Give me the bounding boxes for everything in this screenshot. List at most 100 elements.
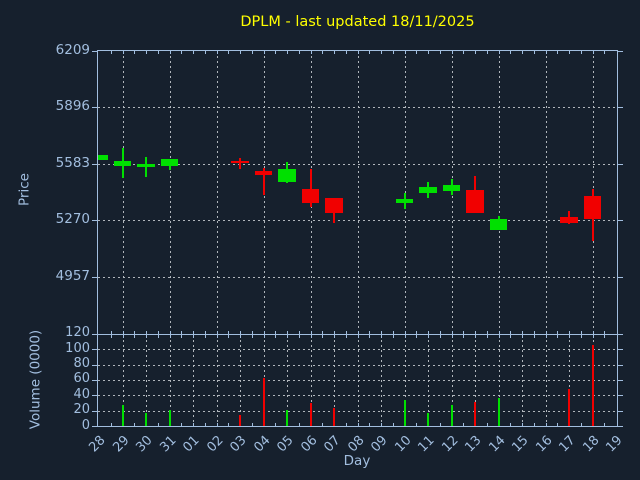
axis-tick — [545, 331, 547, 334]
volume-grid-line — [428, 335, 430, 426]
axis-tick — [157, 335, 159, 338]
axis-tick — [569, 331, 571, 334]
axis-tick — [381, 423, 383, 426]
axis-tick — [604, 331, 606, 334]
axis-tick — [618, 50, 623, 52]
axis-tick — [545, 423, 547, 426]
axis-tick — [510, 51, 512, 54]
axis-tick — [240, 331, 242, 334]
candle-day-04 — [254, 171, 273, 175]
axis-tick — [533, 423, 535, 426]
candle-day-10 — [395, 199, 414, 203]
price-grid-line — [122, 51, 124, 334]
axis-tick — [381, 331, 383, 334]
volume-grid-line — [98, 395, 617, 397]
price-grid-line — [98, 107, 617, 109]
axis-tick — [392, 335, 394, 338]
volume-tick-label: 60 — [73, 371, 90, 387]
axis-tick — [498, 335, 500, 338]
axis-tick — [169, 51, 171, 54]
candle-wick-day-30 — [145, 156, 148, 177]
candle-day-28 — [98, 154, 108, 160]
volume-bar-day-29 — [121, 405, 124, 426]
axis-tick — [618, 220, 623, 222]
volume-grid-line — [451, 335, 453, 426]
price-grid-line — [404, 51, 406, 334]
axis-tick — [404, 331, 406, 334]
axis-tick — [134, 331, 136, 334]
volume-tick-label: 20 — [73, 402, 90, 418]
volume-bar-day-13 — [474, 402, 477, 426]
axis-tick — [92, 50, 97, 52]
price-grid-line — [216, 51, 218, 334]
axis-tick — [580, 51, 582, 54]
axis-tick — [475, 331, 477, 334]
price-tick-label: 5270 — [55, 211, 90, 228]
axis-tick — [263, 51, 265, 54]
axis-tick — [157, 331, 159, 334]
axis-tick — [169, 335, 171, 338]
volume-tick-label: 40 — [73, 386, 90, 402]
axis-tick — [251, 335, 253, 338]
candle-day-07 — [325, 197, 343, 213]
axis-tick — [451, 335, 453, 338]
candle-day-03 — [231, 161, 249, 164]
axis-tick — [428, 51, 430, 54]
axis-tick — [533, 331, 535, 334]
axis-tick — [275, 331, 277, 334]
axis-tick — [451, 331, 453, 334]
volume-grid-line — [169, 335, 171, 426]
axis-tick — [604, 335, 606, 338]
candle-wick-day-03 — [239, 158, 242, 170]
axis-tick — [287, 51, 289, 54]
axis-tick — [463, 335, 465, 338]
axis-tick — [357, 51, 359, 54]
volume-grid-line — [98, 364, 617, 366]
price-tick-label: 5896 — [55, 98, 90, 115]
axis-tick — [557, 331, 559, 334]
axis-tick — [146, 335, 148, 338]
axis-tick — [92, 349, 97, 351]
price-grid-line — [98, 163, 617, 165]
axis-tick — [110, 51, 112, 54]
axis-tick — [618, 426, 623, 427]
axis-tick — [451, 51, 453, 54]
price-plot-area — [97, 50, 618, 335]
axis-tick — [463, 423, 465, 426]
volume-grid-line — [522, 335, 524, 426]
axis-tick — [92, 163, 97, 165]
axis-tick — [193, 51, 195, 54]
axis-tick — [510, 331, 512, 334]
axis-tick — [287, 331, 289, 334]
axis-tick — [522, 423, 524, 426]
axis-tick — [322, 51, 324, 54]
volume-bar-day-06 — [309, 402, 312, 426]
axis-tick — [298, 331, 300, 334]
volume-grid-line — [146, 335, 148, 426]
axis-tick — [275, 51, 277, 54]
volume-bar-day-05 — [286, 409, 289, 426]
axis-tick — [251, 331, 253, 334]
axis-tick — [181, 335, 183, 338]
volume-grid-line — [357, 335, 359, 426]
axis-tick — [557, 335, 559, 338]
volume-bar-day-10 — [403, 399, 406, 426]
volume-tick-label: 120 — [65, 325, 90, 341]
axis-tick — [298, 423, 300, 426]
axis-tick — [204, 51, 206, 54]
axis-tick — [298, 335, 300, 338]
volume-plot-area — [97, 334, 618, 427]
axis-tick — [122, 335, 124, 338]
axis-tick — [216, 423, 218, 426]
price-grid-line — [169, 51, 171, 334]
volume-grid-line — [216, 335, 218, 426]
axis-tick — [618, 333, 623, 335]
axis-tick — [486, 423, 488, 426]
axis-tick — [193, 335, 195, 338]
volume-bar-day-18 — [591, 345, 594, 426]
price-tick-label: 4957 — [55, 267, 90, 284]
axis-tick — [134, 335, 136, 338]
axis-tick — [181, 51, 183, 54]
axis-tick — [428, 335, 430, 338]
axis-tick — [92, 379, 97, 381]
